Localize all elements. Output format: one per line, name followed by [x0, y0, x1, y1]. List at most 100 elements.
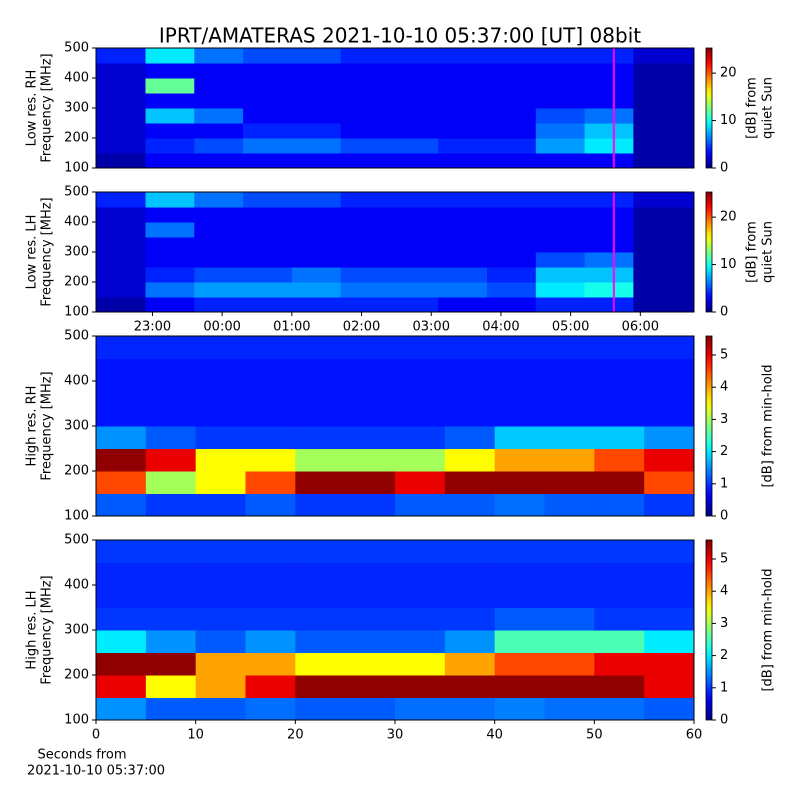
heatmap-cell	[96, 108, 146, 124]
heatmap-cell	[245, 336, 296, 359]
colorbar	[705, 539, 713, 721]
heatmap-cell	[195, 652, 246, 676]
x-tick-label: 04:00	[482, 320, 519, 335]
colorbar-tick-label: 3	[720, 616, 728, 631]
heatmap-cell	[395, 448, 446, 472]
heatmap-cell	[96, 540, 147, 563]
heatmap-cell	[291, 153, 342, 169]
heatmap-cell	[291, 192, 342, 208]
colorbar-tick-label: 20	[720, 66, 737, 81]
y-axis-label: High res. LH	[25, 590, 40, 669]
heatmap-cell	[96, 63, 146, 79]
heatmap-cell	[594, 381, 645, 404]
colorbar-label: [dB] from min-hold	[761, 364, 776, 487]
heatmap-cell	[340, 192, 390, 208]
heatmap-cell	[438, 222, 488, 238]
heatmap-cell	[494, 403, 545, 427]
heatmap-cell	[145, 493, 197, 517]
x-tick-label: 23:00	[134, 320, 171, 335]
heatmap-cell	[291, 123, 342, 139]
heatmap-cell	[145, 63, 195, 79]
y-tick-label: 200	[64, 464, 89, 479]
heatmap-cell	[245, 540, 296, 563]
heatmap-cell	[291, 78, 342, 94]
heatmap-cell	[487, 192, 537, 208]
heatmap-cell	[395, 493, 446, 517]
heatmap-cell	[96, 192, 146, 208]
heatmap-cell	[584, 78, 634, 94]
heatmap-cell	[194, 123, 244, 139]
heatmap-cell	[395, 652, 446, 676]
x-tick-label: 03:00	[413, 320, 450, 335]
heatmap-cell	[340, 63, 390, 79]
heatmap-cell	[96, 358, 147, 382]
heatmap-cell	[444, 381, 496, 404]
heatmap-cell	[544, 381, 595, 404]
heatmap-cell	[145, 123, 195, 139]
heatmap-cell	[633, 252, 695, 268]
heatmap-cell	[245, 607, 296, 631]
heatmap-cell	[295, 358, 346, 382]
heatmap-cell	[291, 252, 342, 268]
heatmap-cell	[438, 237, 488, 253]
x-tick-label: 0	[92, 728, 100, 743]
heatmap-cell	[594, 471, 645, 494]
heatmap-cell	[594, 562, 645, 586]
heatmap-cell	[584, 93, 634, 109]
heatmap-cell	[96, 78, 146, 94]
heatmap-cell	[145, 448, 197, 472]
heatmap-cell	[494, 585, 545, 608]
heatmap-cell	[438, 108, 488, 124]
colorbar-tick-label: 5	[720, 347, 728, 362]
heatmap-cell	[145, 48, 195, 64]
heatmap-cell	[395, 426, 446, 449]
y-axis-label: Frequency [MHz]	[40, 575, 55, 684]
heatmap-cell	[494, 652, 545, 676]
heatmap-cell	[594, 358, 645, 382]
heatmap-cell	[389, 207, 439, 223]
heatmap-cell	[96, 562, 147, 586]
heatmap-cell	[195, 675, 246, 698]
heatmap-cell	[340, 48, 390, 64]
heatmap-cell	[544, 607, 595, 631]
heatmap-cell	[345, 403, 396, 427]
heatmap-cell	[295, 471, 346, 494]
heatmap-cell	[194, 48, 244, 64]
chart-title: IPRT/AMATERAS 2021-10-10 05:37:00 [UT] 0…	[159, 24, 641, 48]
x-tick-label: 50	[586, 728, 603, 743]
heatmap-cell	[487, 153, 537, 169]
heatmap-cell	[389, 282, 439, 298]
colorbar-tick-label: 4	[720, 584, 728, 599]
heatmap-cell	[487, 63, 537, 79]
heatmap-cell	[96, 426, 147, 449]
heatmap-cell	[438, 93, 488, 109]
heatmap-cell	[633, 123, 695, 139]
heatmap-cell	[96, 48, 146, 64]
y-tick-label: 300	[64, 245, 89, 260]
heatmap-cell	[633, 93, 695, 109]
heatmap-cell	[644, 493, 695, 517]
heatmap-cell	[389, 78, 439, 94]
heatmap-cell	[438, 282, 488, 298]
heatmap-cell	[243, 93, 293, 109]
heatmap-cell	[444, 448, 496, 472]
heatmap-cell	[245, 381, 296, 404]
heatmap-cell	[96, 403, 147, 427]
heatmap-cell	[494, 381, 545, 404]
heatmap-cell	[487, 123, 537, 139]
heatmap-cell	[487, 207, 537, 223]
heatmap-cell	[295, 607, 346, 631]
heatmap-cell	[96, 630, 147, 653]
heatmap-cell	[444, 585, 496, 608]
y-tick-label: 400	[64, 215, 89, 230]
heatmap-cell	[145, 471, 197, 494]
heatmap-cell	[395, 562, 446, 586]
heatmap-cell	[584, 237, 634, 253]
heatmap-cell	[444, 403, 496, 427]
heatmap-cell	[195, 562, 246, 586]
heatmap-cell	[295, 381, 346, 404]
heatmap-cell	[535, 267, 586, 283]
heatmap-cell	[291, 222, 342, 238]
heatmap-cell	[145, 358, 197, 382]
